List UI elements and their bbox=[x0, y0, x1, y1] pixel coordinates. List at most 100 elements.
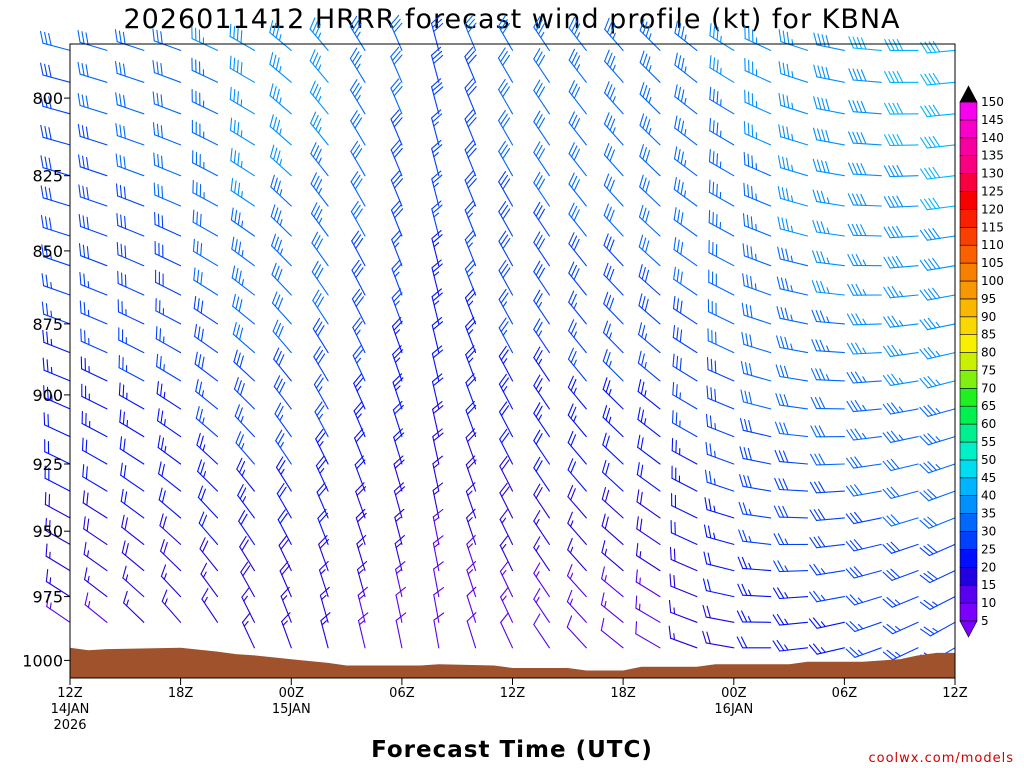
wind-barb bbox=[498, 317, 514, 354]
wind-barb bbox=[309, 49, 329, 83]
wind-barb bbox=[775, 393, 809, 410]
wind-barb bbox=[311, 260, 329, 296]
y-tick-label: 1000 bbox=[22, 651, 63, 670]
wind-barb bbox=[567, 430, 587, 465]
colorbar: 5 10 15 20 25 30 35 40 45 50 55 60 65 70 75 80 85 90 95 100… bbox=[959, 85, 1004, 638]
wind-barb bbox=[118, 382, 145, 410]
wind-barb bbox=[200, 562, 219, 598]
x-tick-label: 12Z bbox=[57, 686, 83, 701]
wind-barb bbox=[392, 373, 404, 410]
wind-barb bbox=[673, 266, 698, 296]
wind-barb bbox=[777, 155, 809, 177]
wind-barb bbox=[350, 110, 366, 146]
wind-barb bbox=[122, 565, 145, 598]
wind-barb bbox=[77, 29, 108, 51]
wind-barb bbox=[600, 617, 624, 649]
wind-barb bbox=[566, 589, 587, 623]
wind-barb bbox=[84, 592, 108, 623]
wind-barb bbox=[774, 449, 809, 465]
wind-barb bbox=[351, 230, 366, 267]
wind-barb bbox=[318, 535, 330, 572]
wind-barb bbox=[464, 259, 477, 296]
wind-barb bbox=[533, 201, 550, 237]
wind-barb bbox=[78, 243, 108, 267]
wind-barb bbox=[533, 289, 550, 325]
wind-barb bbox=[271, 291, 292, 325]
wind-barb bbox=[603, 143, 624, 177]
wind-barb bbox=[919, 488, 956, 502]
wind-barb bbox=[708, 269, 735, 296]
wind-barb bbox=[78, 184, 108, 207]
wind-barb bbox=[40, 62, 71, 83]
wind-barb bbox=[636, 516, 661, 545]
wind-barb bbox=[77, 93, 108, 115]
wind-barb bbox=[392, 345, 404, 382]
wind-barb bbox=[79, 271, 108, 296]
wind-barb bbox=[395, 612, 407, 649]
wind-barb bbox=[464, 140, 477, 177]
wind-barb bbox=[272, 319, 292, 354]
wind-barb bbox=[533, 536, 550, 572]
wind-barb bbox=[192, 238, 219, 267]
wind-barb bbox=[350, 140, 366, 177]
wind-barb bbox=[354, 428, 366, 465]
wind-barb bbox=[431, 288, 443, 325]
wind-barb bbox=[604, 49, 624, 83]
wind-barb bbox=[671, 410, 698, 438]
wind-barb bbox=[233, 349, 255, 382]
wind-barb bbox=[882, 514, 919, 527]
colorbar-swatch bbox=[959, 370, 978, 389]
wind-barb bbox=[533, 374, 550, 410]
wind-barb bbox=[350, 171, 366, 207]
wind-barb bbox=[566, 564, 587, 598]
x-tick-label: 12Z bbox=[500, 686, 526, 701]
wind-barb bbox=[498, 78, 514, 115]
wind-barb bbox=[567, 484, 587, 519]
wind-barb bbox=[466, 586, 477, 623]
x-tick-label: 18Z bbox=[168, 686, 194, 701]
wind-barb bbox=[391, 316, 403, 354]
wind-barb bbox=[120, 462, 145, 492]
wind-barb bbox=[498, 259, 514, 296]
wind-barb bbox=[269, 20, 292, 51]
wind-barb bbox=[271, 262, 292, 296]
wind-barb bbox=[533, 79, 550, 115]
wind-barb bbox=[192, 150, 219, 177]
colorbar-label: 10 bbox=[981, 596, 996, 610]
wind-barb bbox=[464, 200, 477, 237]
wind-barb bbox=[567, 375, 587, 410]
wind-barb bbox=[703, 524, 735, 545]
wind-barb bbox=[568, 111, 587, 146]
wind-barb bbox=[705, 441, 735, 465]
wind-barb bbox=[742, 213, 772, 237]
colorbar-swatch bbox=[959, 352, 978, 371]
wind-barb bbox=[465, 482, 477, 519]
wind-barb bbox=[533, 346, 550, 382]
wind-barb bbox=[430, 14, 444, 51]
wind-barb bbox=[232, 293, 255, 325]
wind-barb bbox=[191, 119, 219, 146]
wind-barb bbox=[567, 347, 587, 382]
wind-barb bbox=[464, 78, 477, 115]
wind-barb bbox=[533, 613, 550, 649]
wind-barb bbox=[393, 482, 406, 519]
wind-barb bbox=[776, 276, 809, 296]
wind-barb bbox=[41, 244, 71, 267]
terrain-area bbox=[70, 647, 955, 678]
wind-barb bbox=[269, 83, 292, 115]
wind-barb bbox=[668, 599, 698, 623]
wind-barb bbox=[567, 511, 587, 545]
wind-barb bbox=[270, 204, 292, 237]
wind-barb bbox=[497, 15, 514, 51]
wind-barb bbox=[464, 230, 477, 267]
x-tick-label: 15JAN bbox=[272, 702, 311, 717]
wind-barb bbox=[40, 124, 71, 146]
wind-barb bbox=[235, 431, 255, 465]
colorbar-swatch bbox=[959, 119, 978, 139]
wind-barb bbox=[919, 570, 956, 584]
wind-barb bbox=[353, 401, 366, 438]
wind-barb bbox=[83, 516, 108, 545]
wind-barb bbox=[568, 319, 587, 354]
wind-barb bbox=[638, 204, 661, 237]
wind-barb bbox=[431, 170, 443, 207]
